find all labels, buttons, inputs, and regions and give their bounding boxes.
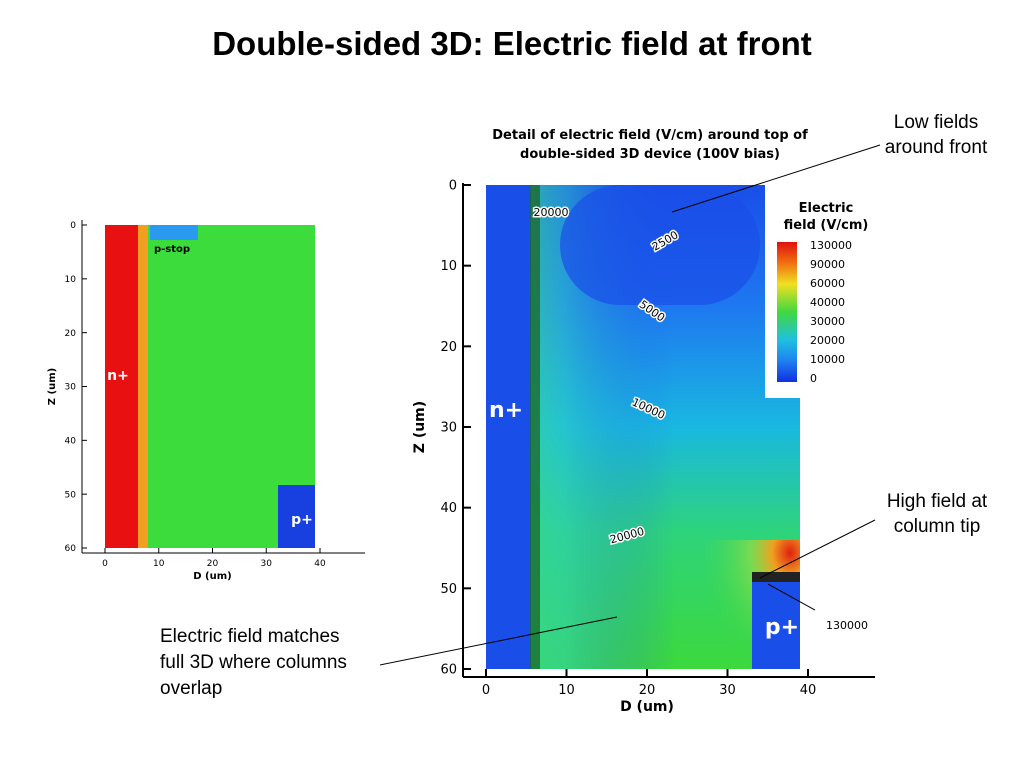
- y-tick-label: 10: [65, 275, 77, 285]
- legend-level: 0: [810, 372, 817, 385]
- y-tick-label: 30: [65, 383, 77, 393]
- legend-scale: [777, 242, 797, 382]
- region-label: n+: [107, 368, 129, 384]
- plot-title: Detail of electric field (V/cm) around t…: [492, 128, 808, 143]
- contour-label: 130000: [826, 619, 868, 632]
- y-axis-label: Z (um): [47, 368, 58, 405]
- x-tick-label: 30: [719, 683, 736, 698]
- legend-level: 130000: [810, 239, 852, 252]
- n-column: [486, 185, 531, 669]
- legend-level: 90000: [810, 258, 845, 271]
- annotation: overlap: [160, 678, 222, 699]
- region-label: n+: [489, 398, 523, 423]
- p-column: [278, 485, 315, 548]
- legend-title: Electric: [799, 201, 854, 216]
- x-tick-label: 30: [261, 559, 273, 569]
- low-field: [560, 185, 760, 305]
- y-tick-label: 50: [440, 582, 457, 597]
- annotation: full 3D where columns: [160, 652, 347, 673]
- legend-level: 30000: [810, 315, 845, 328]
- plot-title: double-sided 3D device (100V bias): [520, 147, 780, 162]
- x-tick-label: 40: [314, 559, 326, 569]
- annotation: Low fields: [894, 112, 979, 133]
- y-tick-label: 0: [70, 221, 76, 231]
- contour-label: 20000: [534, 206, 569, 219]
- y-tick-label: 40: [65, 436, 77, 446]
- annotation: around front: [885, 137, 988, 158]
- legend-level: 40000: [810, 296, 845, 309]
- arrow: [379, 616, 618, 666]
- region-label: p-stop: [154, 244, 190, 255]
- legend-title: field (V/cm): [784, 218, 869, 233]
- y-tick-label: 40: [440, 501, 457, 516]
- y-tick-label: 50: [65, 490, 77, 500]
- y-tick-label: 60: [65, 544, 77, 554]
- slide-title: Double-sided 3D: Electric field at front: [212, 25, 812, 62]
- x-tick-label: 20: [639, 683, 656, 698]
- y-tick-label: 20: [65, 329, 77, 339]
- x-axis-label: D (um): [620, 699, 674, 715]
- x-axis-label: D (um): [193, 571, 231, 582]
- x-tick-label: 0: [482, 683, 490, 698]
- y-tick-label: 20: [440, 340, 457, 355]
- y-tick-label: 10: [440, 259, 457, 274]
- x-tick-label: 10: [153, 559, 165, 569]
- region-label: p+: [765, 615, 799, 640]
- column-edge: [752, 572, 800, 582]
- annotation: Electric field matches: [160, 626, 340, 647]
- column-edge: [530, 185, 540, 669]
- n-column: [105, 225, 140, 548]
- arrow: [671, 144, 881, 213]
- p-column: [752, 582, 800, 669]
- annotation: High field at: [887, 491, 988, 512]
- x-tick-label: 10: [558, 683, 575, 698]
- y-tick-label: 0: [449, 179, 457, 194]
- p-stop: [150, 225, 198, 240]
- region-label: p+: [291, 512, 313, 528]
- y-tick-label: 60: [440, 663, 457, 678]
- column-edge: [138, 225, 148, 548]
- arrow: [767, 583, 816, 611]
- y-tick-label: 30: [440, 421, 457, 436]
- legend-level: 20000: [810, 334, 845, 347]
- y-axis-label: Z (um): [412, 401, 428, 453]
- x-tick-label: 20: [207, 559, 219, 569]
- x-tick-label: 40: [800, 683, 817, 698]
- legend-level: 10000: [810, 353, 845, 366]
- annotation: column tip: [894, 516, 981, 537]
- arrow: [759, 519, 876, 579]
- legend-level: 60000: [810, 277, 845, 290]
- x-tick-label: 0: [102, 559, 108, 569]
